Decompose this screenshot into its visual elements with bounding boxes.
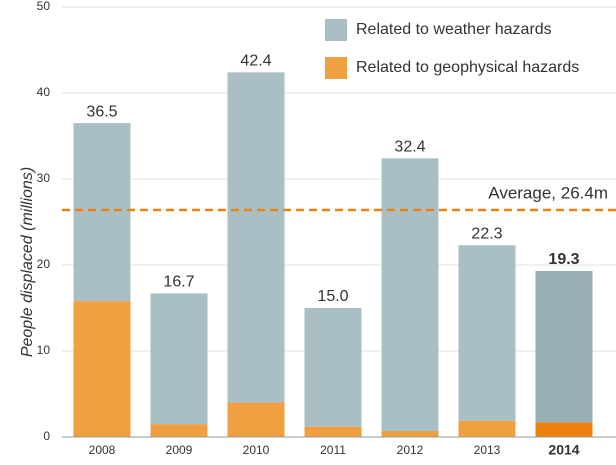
bar-segment bbox=[304, 308, 362, 427]
total-label: 36.5 bbox=[86, 103, 117, 120]
x-tick-label: 2011 bbox=[320, 443, 346, 457]
bar-segment bbox=[381, 430, 439, 437]
bar-segment bbox=[227, 402, 285, 437]
total-label: 42.4 bbox=[240, 53, 271, 70]
bar-segment bbox=[458, 245, 516, 421]
bar-segment bbox=[150, 293, 208, 425]
x-tick-label: 2013 bbox=[474, 443, 501, 457]
bar-segment bbox=[73, 123, 131, 302]
legend-label: Related to geophysical hazards bbox=[356, 59, 579, 76]
bar-segment bbox=[227, 72, 285, 403]
x-tick-label: 2008 bbox=[89, 443, 116, 457]
y-tick-label: 50 bbox=[37, 0, 51, 13]
legend-swatch bbox=[325, 19, 347, 41]
x-tick-label: 2009 bbox=[166, 443, 193, 457]
y-tick-label: 40 bbox=[37, 85, 51, 99]
bar-segment bbox=[73, 301, 131, 437]
total-label: 16.7 bbox=[163, 274, 194, 291]
bar-segment bbox=[304, 426, 362, 437]
bar-segment bbox=[150, 424, 208, 437]
total-label: 19.3 bbox=[548, 251, 579, 268]
y-tick-label: 10 bbox=[37, 343, 51, 357]
average-label: Average, 26.4m bbox=[488, 183, 608, 202]
legend-label: Related to weather hazards bbox=[356, 21, 552, 38]
bar-segment bbox=[535, 271, 593, 423]
y-tick-label: 30 bbox=[37, 171, 51, 185]
y-tick-label: 0 bbox=[43, 429, 50, 443]
bar-segment bbox=[535, 422, 593, 437]
total-label: 22.3 bbox=[471, 225, 502, 242]
x-tick-label: 2014 bbox=[548, 442, 579, 458]
x-tick-label: 2012 bbox=[397, 443, 424, 457]
total-label: 15.0 bbox=[317, 288, 348, 305]
total-label: 32.4 bbox=[394, 139, 425, 156]
legend-swatch bbox=[325, 57, 347, 79]
y-tick-label: 20 bbox=[37, 257, 51, 271]
bar-segment bbox=[458, 420, 516, 437]
y-axis-label: People displaced (millions) bbox=[19, 167, 36, 357]
bar-segment bbox=[381, 158, 439, 431]
x-tick-label: 2010 bbox=[243, 443, 270, 457]
